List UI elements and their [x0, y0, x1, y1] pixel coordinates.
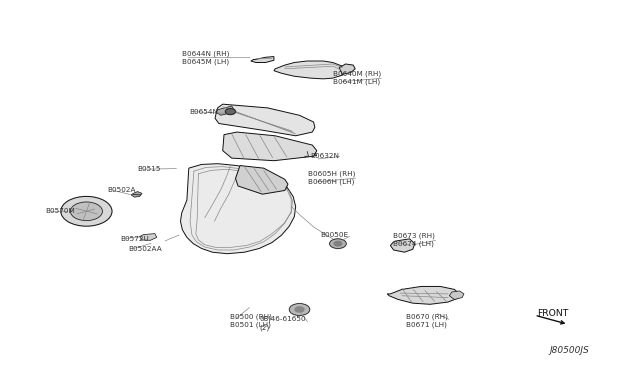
Text: B0502AA: B0502AA: [128, 246, 162, 252]
Circle shape: [295, 307, 304, 312]
Polygon shape: [140, 234, 157, 240]
Text: B0502A: B0502A: [108, 187, 136, 193]
Polygon shape: [274, 61, 346, 79]
Circle shape: [289, 304, 310, 315]
Polygon shape: [180, 164, 296, 254]
Polygon shape: [251, 57, 274, 62]
Text: B0570M: B0570M: [45, 208, 74, 214]
Text: B0572U: B0572U: [120, 236, 149, 242]
Polygon shape: [390, 239, 415, 252]
Text: B0515: B0515: [138, 166, 161, 172]
Polygon shape: [236, 166, 288, 194]
Polygon shape: [216, 106, 236, 115]
Polygon shape: [223, 132, 317, 161]
Polygon shape: [387, 286, 460, 304]
Circle shape: [330, 239, 346, 248]
Text: 08|46-61650
(2): 08|46-61650 (2): [259, 316, 306, 331]
Text: B0640M (RH)
B0641M (LH): B0640M (RH) B0641M (LH): [333, 71, 381, 85]
Text: J80500JS: J80500JS: [549, 346, 589, 355]
Text: B0644N (RH)
B0645M (LH): B0644N (RH) B0645M (LH): [182, 51, 230, 65]
Text: FRONT: FRONT: [538, 309, 569, 318]
Circle shape: [70, 202, 102, 221]
Text: B0632N: B0632N: [310, 153, 339, 159]
Text: B0050E: B0050E: [321, 232, 349, 238]
Circle shape: [334, 241, 342, 246]
Polygon shape: [449, 291, 464, 299]
Polygon shape: [339, 64, 355, 74]
Text: B0673 (RH)
B0674 (LH): B0673 (RH) B0674 (LH): [394, 233, 435, 247]
Text: B0605H (RH)
B0606H (LH): B0605H (RH) B0606H (LH): [308, 171, 355, 185]
Circle shape: [61, 196, 112, 226]
Polygon shape: [300, 150, 317, 157]
Polygon shape: [215, 104, 315, 136]
Text: B0654N: B0654N: [189, 109, 218, 115]
Polygon shape: [131, 192, 142, 197]
Circle shape: [225, 109, 236, 115]
Text: B0500 (RH)
B0501 (LH): B0500 (RH) B0501 (LH): [230, 314, 272, 328]
Text: B0670 (RH)
B0671 (LH): B0670 (RH) B0671 (LH): [406, 314, 448, 328]
